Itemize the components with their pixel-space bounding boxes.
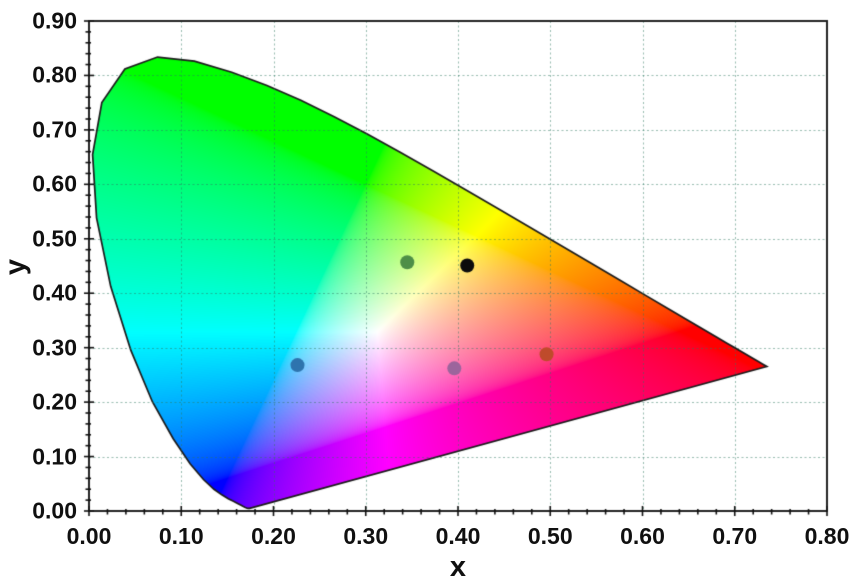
y-tick-label: 0.90 <box>32 7 77 34</box>
y-axis-title: y <box>0 258 32 276</box>
x-tick-label: 0.00 <box>66 523 112 549</box>
x-tick-label: 0.30 <box>343 523 389 549</box>
y-tick-label: 0.50 <box>32 225 77 252</box>
y-tick-label: 0.00 <box>32 497 77 524</box>
y-tick-label: 0.30 <box>32 334 77 361</box>
x-tick-label: 0.70 <box>712 523 758 549</box>
y-tick-label: 0.60 <box>32 170 77 197</box>
y-tick-label: 0.10 <box>32 443 77 470</box>
x-tick-label: 0.10 <box>158 523 204 549</box>
x-tick-label: 0.80 <box>804 523 850 549</box>
y-tick-label: 0.20 <box>32 388 77 415</box>
x-tick-label: 0.60 <box>620 523 665 549</box>
y-tick-label: 0.70 <box>32 116 77 143</box>
x-tick-label: 0.40 <box>435 523 481 549</box>
y-tick-label: 0.80 <box>32 61 77 88</box>
y-tick-label: 0.40 <box>32 279 77 306</box>
x-tick-label: 0.50 <box>527 523 573 549</box>
x-tick-label: 0.20 <box>251 523 296 549</box>
x-axis-title: x <box>449 551 467 581</box>
